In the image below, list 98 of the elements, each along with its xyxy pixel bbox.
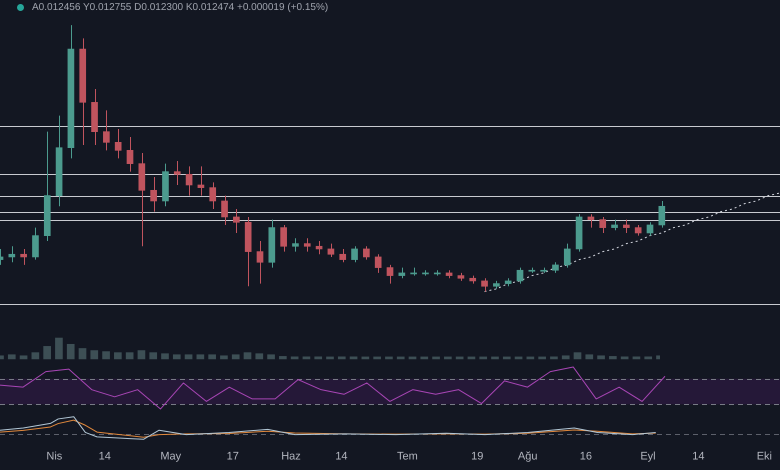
bar: [90, 350, 98, 360]
bar: [208, 354, 216, 360]
bar: [126, 352, 134, 360]
x-tick-label: 16: [580, 450, 592, 463]
x-tick-label: May: [160, 450, 182, 463]
bar: [362, 356, 370, 360]
x-tick-label: 17: [226, 450, 239, 463]
bar: [585, 354, 594, 360]
bar: [302, 356, 310, 360]
candlestick: [623, 219, 630, 234]
x-tick-label: Eki: [756, 450, 772, 463]
candlestick: [32, 227, 39, 260]
bar: [550, 356, 558, 360]
candlestick: [398, 267, 406, 279]
bar: [172, 354, 181, 360]
candlestick: [316, 240, 322, 255]
bar: [138, 350, 146, 360]
bar: [396, 356, 405, 360]
bar: [432, 356, 440, 360]
candlestick: [126, 136, 134, 172]
candlestick: [198, 166, 204, 196]
bar: [632, 356, 640, 360]
bar: [574, 352, 582, 360]
x-tick-label: 14: [335, 450, 348, 463]
bar: [373, 356, 381, 360]
bar: [326, 356, 334, 360]
bar: [456, 356, 464, 360]
text: A0.012456 Y0.012755 D0.012300 K0.012474 +0.000019 (+0.15%): [32, 2, 328, 13]
bar: [562, 355, 570, 360]
candlestick: [552, 262, 559, 274]
bar: [597, 355, 605, 360]
x-tick-label: 19: [471, 450, 484, 463]
bar: [468, 356, 476, 360]
candlestick: [386, 264, 394, 284]
bar: [350, 356, 358, 360]
candlestick: [351, 246, 358, 263]
bar: [502, 356, 511, 360]
bar: [279, 356, 287, 360]
candlestick: [564, 243, 571, 268]
candlestick: [233, 208, 240, 234]
candlestick: [114, 128, 122, 159]
candlestick: [292, 238, 299, 252]
candlestick: [363, 246, 370, 260]
candlestick: [186, 166, 192, 196]
bar: [491, 356, 499, 360]
candlestick: [209, 182, 216, 210]
bar: [102, 351, 110, 360]
candlestick: [658, 200, 666, 228]
candlestick: [8, 246, 16, 263]
candlestick: [646, 222, 654, 236]
bar: [514, 356, 522, 360]
x-tick-label: Tem: [397, 450, 418, 463]
candlestick: [280, 224, 287, 252]
x-tick-label: 14: [692, 450, 705, 463]
bar: [184, 354, 192, 360]
bar: [66, 344, 75, 360]
bar: [43, 346, 51, 360]
candlestick: [103, 110, 110, 151]
bar: [8, 354, 16, 360]
bar: [78, 348, 86, 360]
bar: [385, 356, 393, 360]
candlestick: [328, 243, 334, 258]
x-tick-label: Ağu: [518, 450, 538, 463]
bar: [538, 356, 546, 360]
candlestick: [150, 176, 157, 212]
candlestick: [256, 240, 264, 284]
candlestick: [481, 278, 488, 292]
bar: [526, 356, 534, 360]
candlestick: [599, 216, 606, 234]
candlestick: [339, 248, 346, 263]
bar: [408, 356, 416, 360]
x-tick-label: 14: [98, 450, 111, 463]
bar: [55, 338, 63, 360]
bar: [267, 354, 275, 360]
bar: [20, 355, 28, 360]
candlestick: [20, 248, 27, 266]
bar: [609, 356, 617, 360]
candlestick: [611, 219, 618, 231]
bar: [114, 352, 122, 360]
bar: [479, 356, 488, 360]
bar: [420, 356, 428, 360]
x-tick-label: Nis: [46, 450, 63, 463]
bar: [255, 353, 264, 360]
bar: [161, 353, 169, 360]
bar: [220, 355, 228, 360]
bar: [32, 352, 40, 360]
bar: [244, 352, 252, 360]
candlestick: [221, 195, 228, 226]
candlestick: [588, 214, 594, 228]
bar: [196, 354, 204, 360]
bar: [444, 356, 452, 360]
candlestick: [374, 254, 382, 274]
candlestick: [634, 224, 642, 236]
bar: [149, 352, 158, 360]
x-tick-label: Eyl: [640, 450, 656, 463]
bar: [232, 354, 240, 360]
candlestick: [516, 267, 524, 284]
x-tick-label: Haz: [281, 450, 301, 463]
